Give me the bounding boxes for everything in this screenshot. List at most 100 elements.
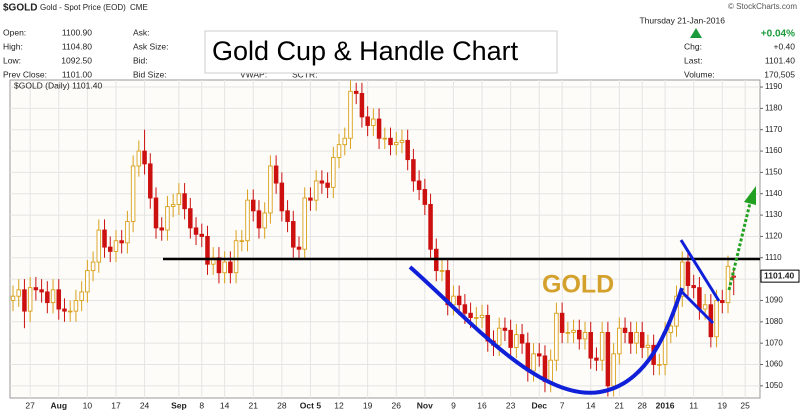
y-tick-label: 1050 [765, 381, 783, 390]
info-value: 1101.00 [62, 69, 92, 79]
candle-body [45, 291, 50, 304]
candle-body [634, 332, 639, 344]
candle-body [668, 325, 674, 333]
y-tick-label: 1180 [765, 103, 783, 112]
candle-body [56, 289, 62, 310]
y-tick-label: 1160 [765, 146, 783, 155]
y-tick-label: 1130 [765, 210, 783, 219]
x-tick-label: 2016 [656, 400, 675, 410]
y-tick-label: 1060 [765, 360, 783, 369]
x-tick-label: Sep [171, 400, 187, 410]
candle-body [96, 229, 102, 263]
candle-body [239, 240, 245, 242]
candle-body [62, 308, 67, 312]
info-value: 1100.90 [62, 27, 92, 37]
candle-body [445, 270, 450, 306]
candle-body [605, 332, 611, 387]
info-label: Bid Size: [133, 69, 167, 79]
info-value: 1101.40 [765, 55, 795, 65]
candle-body [508, 329, 513, 348]
candle-body [577, 329, 582, 340]
x-tick-label: Aug [50, 400, 67, 410]
info-label: Low: [3, 55, 21, 65]
candle-body [165, 206, 170, 231]
info-label: Ask: [133, 27, 150, 37]
candle-body [588, 332, 593, 359]
candle-body [714, 300, 719, 338]
candle-body [365, 116, 370, 126]
candle-body [594, 357, 599, 361]
symbol: $GOLD [3, 3, 37, 14]
info-label: VWAP: [240, 69, 267, 79]
candle-body [142, 150, 147, 165]
candle-body [188, 208, 193, 229]
candle-body [611, 353, 616, 387]
x-tick-label: 7 [560, 400, 565, 410]
candle-body [536, 353, 542, 357]
candle-body [119, 240, 124, 244]
candle-body [353, 90, 359, 94]
candle-body [565, 332, 571, 334]
y-tick-label: 1150 [765, 168, 783, 177]
candle-body [331, 157, 336, 188]
info-value: 1104.80 [62, 41, 92, 51]
candle-body [502, 327, 508, 331]
candle-body [285, 210, 290, 222]
candle-body [130, 165, 136, 222]
candle-body [50, 289, 56, 304]
candle-body [639, 332, 645, 348]
candle-body [399, 139, 405, 143]
x-tick-label: 23 [506, 400, 516, 410]
x-tick-label: 10 [83, 400, 93, 410]
y-tick-label: 1110 [765, 253, 782, 262]
info-value: 1092.50 [61, 55, 92, 65]
x-tick-label: 19 [718, 400, 728, 410]
annotation: GOLD [542, 271, 614, 299]
candle-body [102, 229, 107, 248]
candle-body [222, 261, 227, 274]
x-tick-label: 12 [334, 400, 344, 410]
axes: 1050106010701080109011001110112011301140… [25, 82, 800, 410]
info-label: Ask Size: [133, 41, 168, 51]
candle-body [531, 353, 536, 372]
legend: $GOLD (Daily) 1101.40 [14, 80, 102, 90]
candle-body [462, 304, 468, 314]
candle-body [33, 287, 39, 291]
x-tick-label: 24 [140, 400, 150, 410]
candle-body [159, 227, 164, 231]
last-price-label: 1101.40 [764, 270, 795, 280]
candle-body [731, 275, 736, 278]
x-tick-label: 19 [363, 400, 373, 410]
info-value: +0.40 [773, 41, 795, 51]
info-label: Last: [684, 55, 702, 65]
candle-body [67, 310, 73, 313]
x-tick-label: Dec [531, 400, 547, 410]
candle-body [176, 193, 182, 205]
candle-body [599, 332, 605, 361]
candle-body [136, 150, 142, 167]
candle-body [79, 291, 84, 301]
candle-body [10, 295, 16, 301]
info-label: High: [3, 41, 23, 51]
chart-title: Gold Cup & Handle Chart [212, 36, 519, 66]
candle-body [571, 329, 576, 333]
candle-body [405, 139, 410, 161]
candle-body [702, 304, 708, 310]
x-tick-label: Oct 5 [300, 400, 322, 410]
date: Thursday 21-Jan-2016 [639, 15, 725, 25]
candle-body [582, 332, 588, 340]
candle-body [22, 289, 27, 312]
candle-body [296, 246, 302, 250]
candle-body [720, 300, 725, 304]
x-tick-label: Nov [417, 400, 433, 410]
candle-body [319, 180, 325, 184]
header-info: Open: 1100.90 High: 1104.80 Low: 1092.50 Prev … [3, 27, 795, 79]
candle-body [388, 137, 393, 146]
candle-body [90, 261, 96, 272]
x-tick-label: 27 [25, 400, 35, 410]
candle-body [125, 221, 130, 244]
candle-body [113, 240, 119, 252]
up-icon [690, 28, 702, 38]
candle-body [559, 312, 565, 333]
